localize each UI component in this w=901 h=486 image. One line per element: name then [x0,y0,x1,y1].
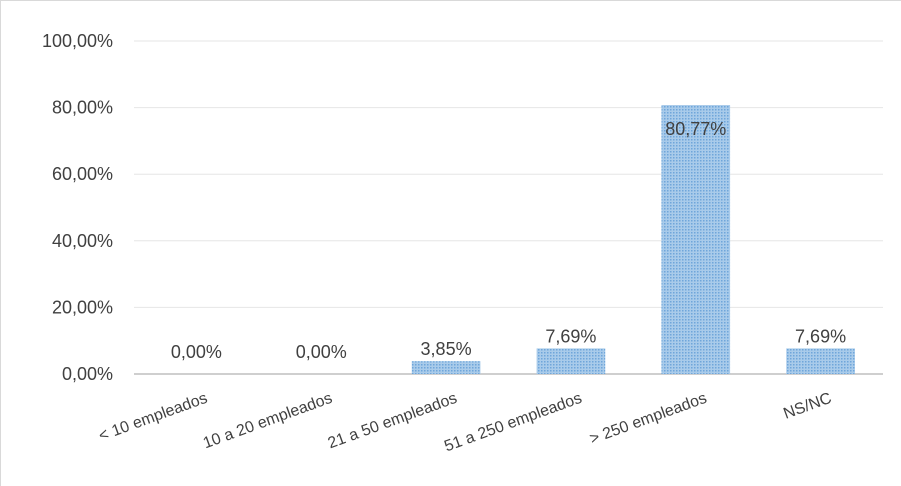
y-tick-label: 40,00% [52,231,113,251]
data-label: 7,69% [795,326,846,346]
bar [411,361,481,374]
x-tick-label: > 250 empleados [588,390,710,448]
data-label: 3,85% [421,339,472,359]
x-tick-label: 10 a 20 empleados [201,390,335,453]
y-tick-label: 60,00% [52,164,113,184]
data-label: 80,77% [665,119,726,139]
x-tick-label: NS/NC [781,390,834,423]
y-tick-label: 0,00% [62,364,113,384]
data-label: 0,00% [171,342,222,362]
y-tick-label: 100,00% [42,31,113,51]
y-tick-label: 80,00% [52,98,113,118]
bar [661,105,731,375]
axes: 0,00% 20,00% 40,00% 60,00% 80,00% 100,00% < 10… [42,31,883,455]
bar [786,348,855,374]
x-tick-label: 21 a 50 empleados [326,390,460,453]
data-labels: 0,00% 0,00% 3,85% 7,69% 80,77% 7,69% [171,119,846,362]
data-label: 0,00% [296,342,347,362]
x-tick-label: 51 a 250 empleados [442,390,584,456]
y-tick-label: 20,00% [52,297,113,317]
bars [411,105,855,375]
gridlines [134,40,883,308]
data-label: 7,69% [545,326,596,346]
bar [536,348,606,374]
x-tick-label: < 10 empleados [97,390,210,445]
